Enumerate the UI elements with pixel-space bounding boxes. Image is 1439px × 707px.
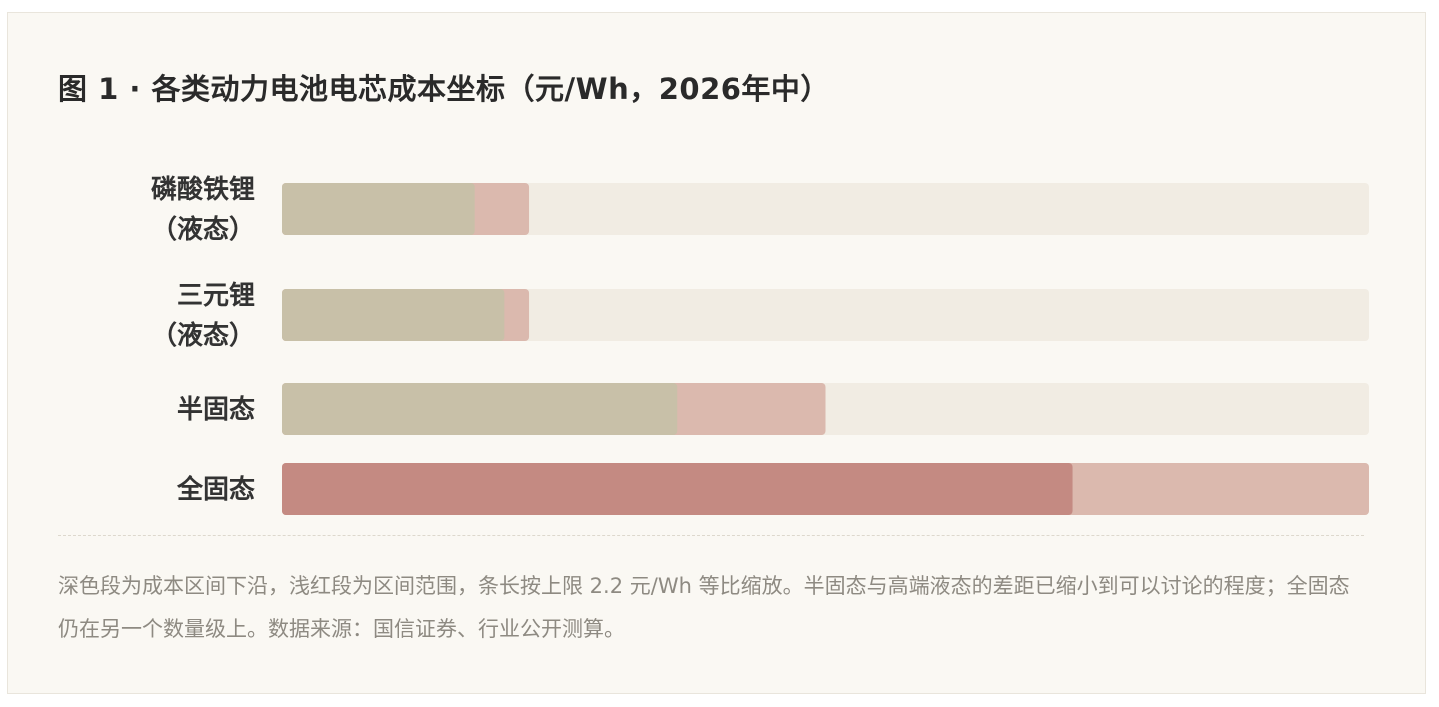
bar-low-ncm xyxy=(282,289,505,341)
bar-low-all-solid xyxy=(282,463,1073,515)
chart-title: 图 1 · 各类动力电池电芯成本坐标（元/Wh，2026年中） xyxy=(58,72,830,106)
chart-card xyxy=(7,12,1426,694)
divider xyxy=(58,535,1364,536)
bar-low-semi-solid xyxy=(282,383,678,435)
bar-track-ncm xyxy=(282,289,1369,341)
category-label-all-solid: 全固态 xyxy=(176,475,255,505)
footnote: 深色段为成本区间下沿，浅红段为区间范围，条长按上限 2.2 元/Wh 等比缩放。… xyxy=(58,574,1350,641)
bar-low-lfp xyxy=(282,183,475,235)
category-label-ncm: 三元锂 （液态） xyxy=(150,281,255,351)
category-label-lfp: 磷酸铁锂 （液态） xyxy=(150,175,255,245)
category-label-semi-solid: 半固态 xyxy=(176,395,255,425)
bar-track-lfp xyxy=(282,183,1369,235)
